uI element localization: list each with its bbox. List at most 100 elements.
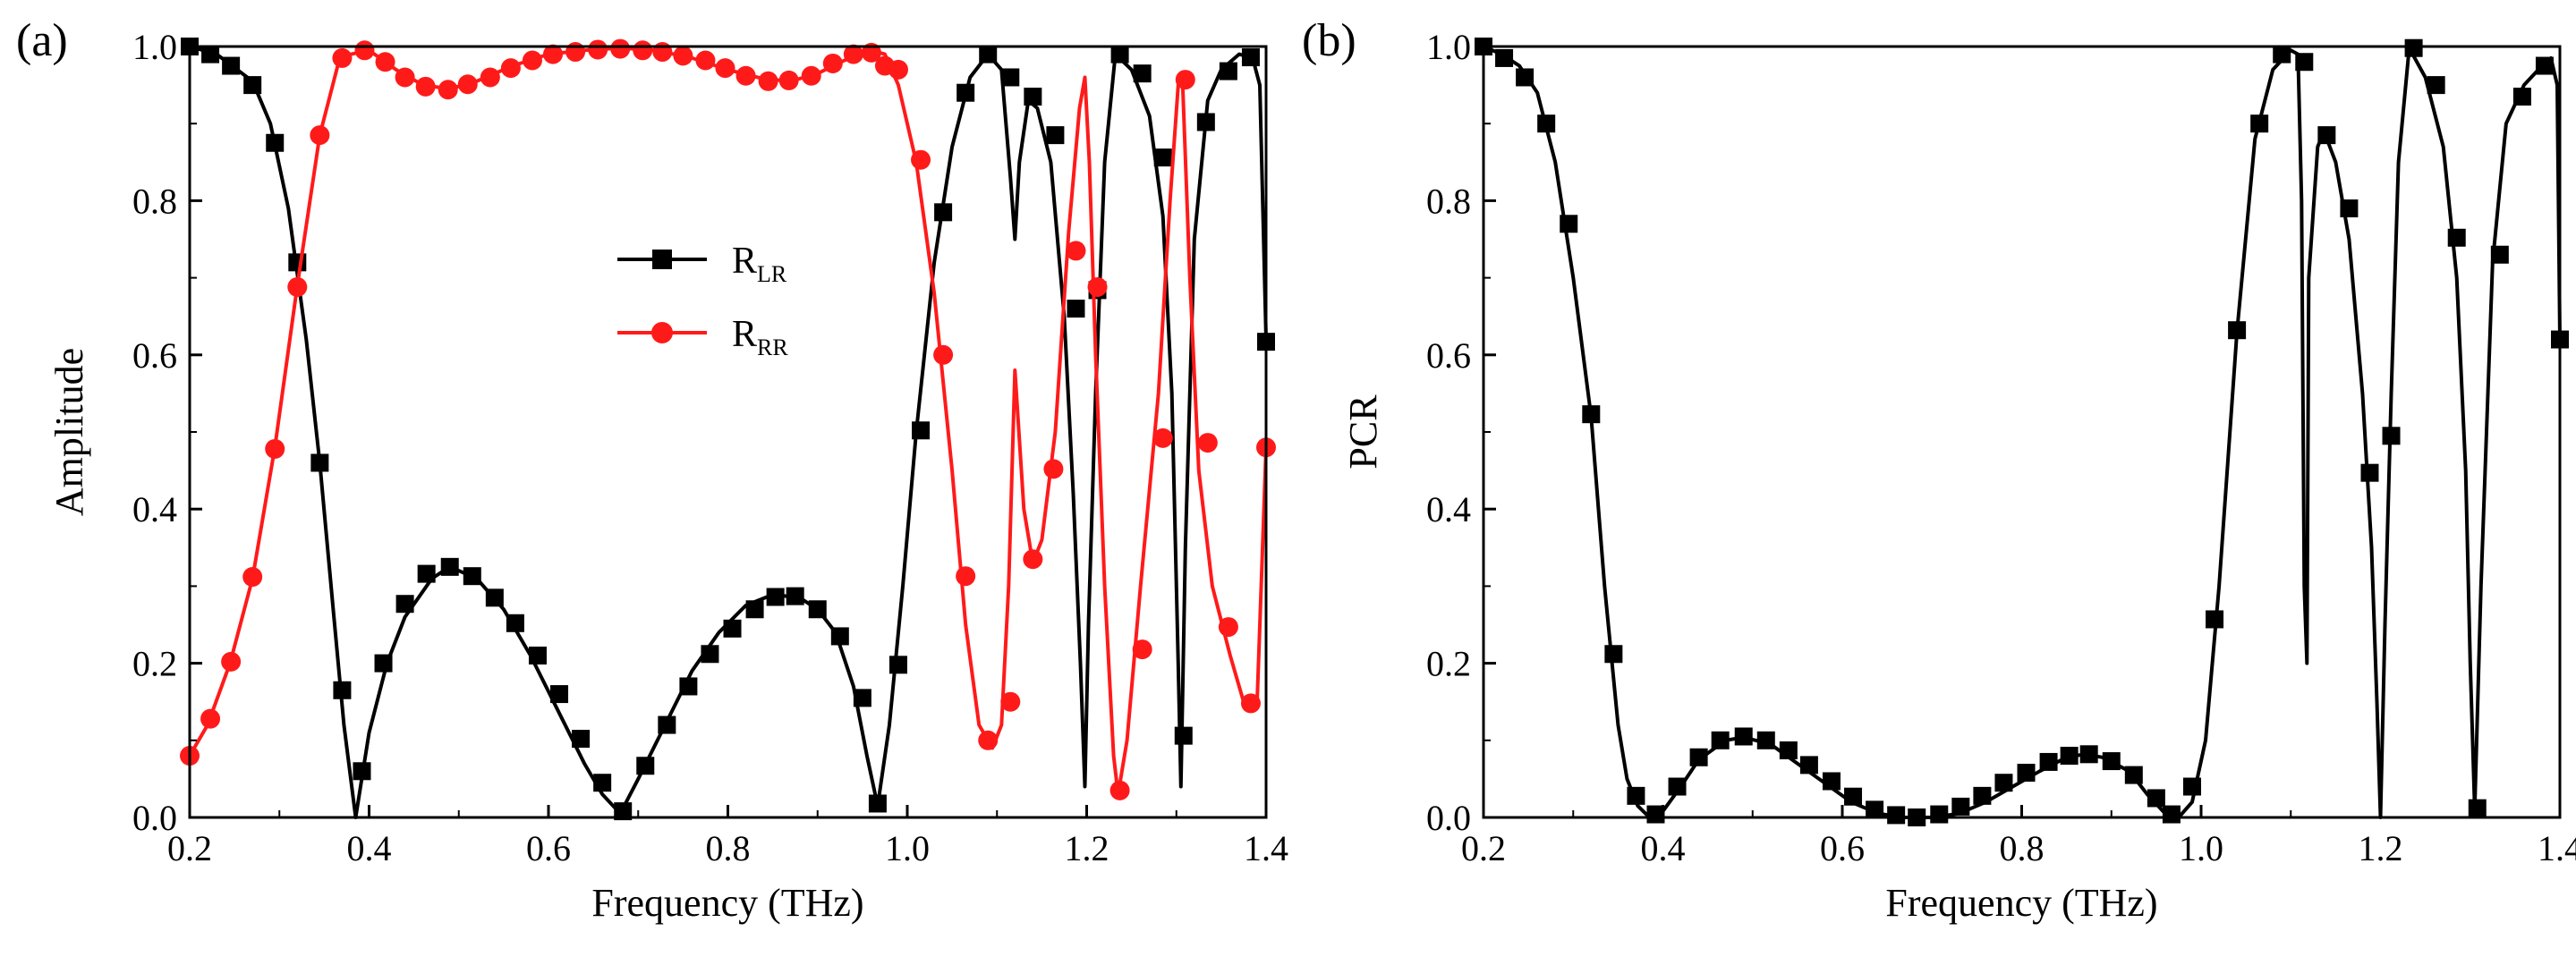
data-point xyxy=(786,587,804,605)
data-point xyxy=(1930,805,1949,824)
panel-a-x-axis-label: Frequency (THz) xyxy=(591,881,863,925)
data-point xyxy=(1175,70,1195,90)
data-point xyxy=(354,40,375,61)
data-point xyxy=(2182,777,2201,796)
data-point xyxy=(2404,38,2423,57)
data-point xyxy=(500,58,521,79)
data-point xyxy=(200,708,221,729)
legend-marker-r-rr xyxy=(651,322,673,343)
x-tick-label: 1.4 xyxy=(2538,828,2576,868)
panel-b-x-axis-label: Frequency (THz) xyxy=(1885,881,2157,925)
data-point xyxy=(415,76,436,97)
panel-b-ticks: 0.2 0.4 0.6 0.8 1.0 1.2 1.40.00.20.40.60.81.0 xyxy=(1426,27,2576,868)
x-tick-label: 1.4 xyxy=(1244,828,1288,868)
data-point xyxy=(374,654,393,673)
data-point xyxy=(1822,772,1841,791)
data-point xyxy=(543,44,564,64)
data-point xyxy=(310,125,330,146)
panel-a-label: (a) xyxy=(16,15,68,66)
legend-label-r-lr: RLR xyxy=(732,241,787,287)
data-point xyxy=(1582,405,1601,424)
data-point xyxy=(588,39,608,60)
x-tick-label: 0.6 xyxy=(1820,828,1865,868)
x-tick-label: 1.2 xyxy=(1065,828,1109,868)
data-point xyxy=(201,45,220,63)
data-point xyxy=(1043,459,1064,479)
data-point xyxy=(1537,114,1556,133)
legend-marker-r-lr xyxy=(652,250,672,269)
x-tick-label: 1.0 xyxy=(2179,828,2223,868)
data-point xyxy=(2468,799,2487,817)
data-point xyxy=(933,344,954,365)
data-point xyxy=(528,646,547,664)
data-point xyxy=(1152,427,1173,448)
data-point xyxy=(912,421,931,440)
x-tick-label: 0.8 xyxy=(2000,828,2045,868)
data-point xyxy=(243,76,262,95)
data-point xyxy=(395,595,414,614)
data-point xyxy=(673,46,693,66)
data-point xyxy=(610,38,631,59)
data-point xyxy=(2273,45,2291,63)
data-point xyxy=(888,59,908,80)
data-point xyxy=(1560,215,1578,233)
legend-entry-r-rr: RRR xyxy=(617,314,788,360)
data-point xyxy=(1023,549,1043,570)
data-point xyxy=(2427,76,2445,95)
data-point xyxy=(2124,766,2143,784)
y-tick-label: 1.0 xyxy=(132,27,177,67)
data-point xyxy=(1779,741,1798,760)
data-point xyxy=(679,677,698,696)
data-point xyxy=(1734,727,1753,746)
y-tick-label: 0.8 xyxy=(1426,181,1471,221)
data-point xyxy=(1516,68,1535,87)
data-point xyxy=(1000,691,1021,712)
data-point xyxy=(979,45,998,63)
data-point xyxy=(1627,786,1645,805)
y-tick-label: 0.2 xyxy=(1426,644,1471,684)
x-tick-label: 1.0 xyxy=(885,828,930,868)
data-point xyxy=(978,730,999,750)
data-point xyxy=(2206,610,2224,629)
data-point xyxy=(310,453,329,472)
data-point xyxy=(1241,48,1260,67)
data-point xyxy=(485,588,504,607)
panel-a: (a) 0.2 0.4 0.6 0.8 1.0 1.2 1.40.00.20.40.60.8… xyxy=(16,15,1288,925)
data-point xyxy=(1887,806,1906,825)
data-point xyxy=(1973,786,1992,805)
data-point xyxy=(735,65,756,86)
data-point xyxy=(2039,752,2058,771)
data-point xyxy=(438,80,458,100)
data-point xyxy=(801,65,821,86)
data-point xyxy=(758,71,778,91)
data-point xyxy=(1495,48,1514,67)
panel-a-y-axis-label: Amplitude xyxy=(47,348,91,516)
data-point xyxy=(766,588,785,606)
panel-b: (b) 0.2 0.4 0.6 0.8 1.0 1.2 1.40.00.20.40.60.8… xyxy=(1302,15,2576,925)
legend-label-r-rr: RRR xyxy=(732,314,788,360)
data-point xyxy=(843,44,863,64)
data-point xyxy=(1046,126,1065,145)
data-point xyxy=(2535,56,2554,75)
data-point xyxy=(2228,321,2247,340)
data-point xyxy=(1756,731,1775,749)
data-point xyxy=(565,42,586,63)
data-point xyxy=(395,67,415,88)
data-point xyxy=(956,566,976,587)
data-point xyxy=(332,47,353,68)
data-point xyxy=(1196,113,1215,131)
data-point xyxy=(745,600,764,619)
data-point xyxy=(830,627,849,646)
data-point xyxy=(1646,805,1665,824)
data-point xyxy=(221,651,242,672)
data-point xyxy=(1604,645,1623,664)
data-point xyxy=(1110,45,1129,63)
y-tick-label: 0.0 xyxy=(1426,798,1471,838)
y-tick-label: 0.6 xyxy=(132,335,177,376)
data-point xyxy=(633,40,653,61)
data-point xyxy=(1001,68,1020,87)
data-point xyxy=(658,715,676,734)
data-point xyxy=(1087,276,1108,297)
x-tick-label: 0.2 xyxy=(1461,828,1506,868)
